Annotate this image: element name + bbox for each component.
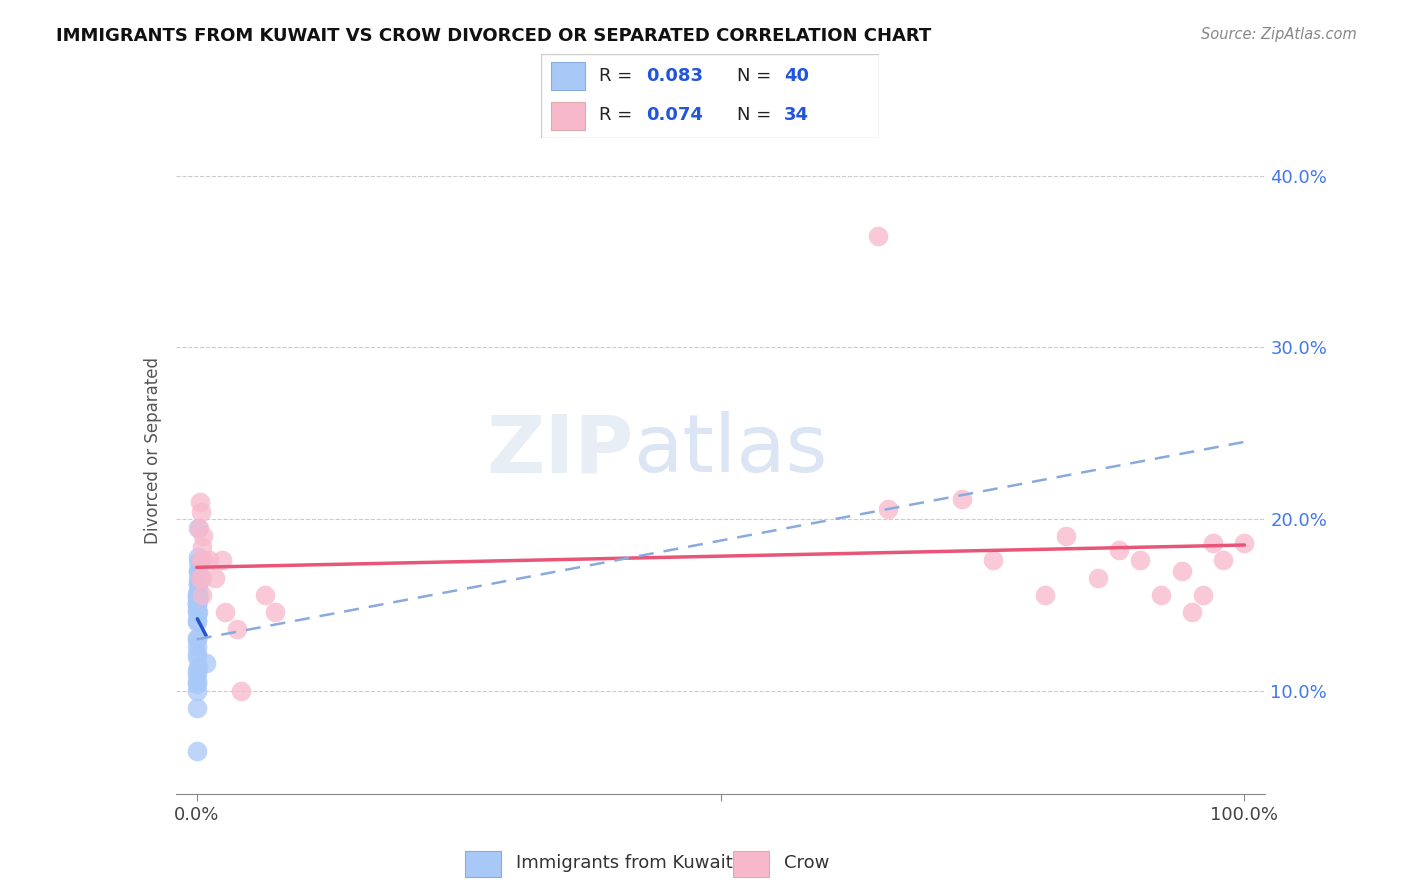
Text: 40: 40 — [785, 67, 810, 85]
Point — [187, 577, 209, 591]
Point — [186, 673, 208, 688]
Point — [1191, 588, 1213, 602]
Text: R =: R = — [599, 67, 638, 85]
Point — [1054, 529, 1077, 543]
Text: Source: ZipAtlas.com: Source: ZipAtlas.com — [1201, 27, 1357, 42]
Point — [191, 529, 214, 543]
Point — [1149, 588, 1171, 602]
Text: 0.074: 0.074 — [645, 106, 703, 124]
Point — [187, 521, 209, 535]
Point — [186, 564, 209, 578]
Point — [190, 505, 212, 519]
Point — [1181, 605, 1204, 619]
Point — [186, 596, 208, 610]
Point — [186, 596, 208, 610]
Point — [191, 570, 214, 584]
Point — [186, 591, 209, 606]
Point — [198, 553, 221, 567]
Point — [188, 570, 211, 584]
Point — [1129, 553, 1152, 567]
Point — [191, 588, 214, 602]
Text: atlas: atlas — [633, 411, 828, 490]
Point — [186, 677, 208, 691]
Point — [229, 683, 252, 698]
Point — [1108, 543, 1130, 558]
Point — [186, 590, 208, 604]
Text: ZIP: ZIP — [486, 411, 633, 490]
Point — [186, 646, 208, 660]
Point — [187, 605, 209, 619]
Point — [186, 598, 208, 612]
Point — [191, 553, 214, 567]
Point — [191, 540, 214, 554]
Point — [253, 588, 276, 602]
Point — [186, 632, 208, 647]
Text: IMMIGRANTS FROM KUWAIT VS CROW DIVORCED OR SEPARATED CORRELATION CHART: IMMIGRANTS FROM KUWAIT VS CROW DIVORCED … — [56, 27, 932, 45]
Point — [186, 555, 209, 569]
Point — [186, 605, 208, 619]
Point — [1202, 536, 1225, 550]
Point — [981, 553, 1004, 567]
Point — [186, 564, 209, 578]
Text: Immigrants from Kuwait: Immigrants from Kuwait — [516, 854, 733, 872]
Point — [1212, 553, 1234, 567]
Point — [186, 701, 208, 715]
Point — [186, 663, 208, 677]
Point — [186, 591, 208, 606]
Point — [186, 586, 208, 600]
Point — [186, 614, 208, 628]
Point — [204, 570, 226, 584]
FancyBboxPatch shape — [541, 54, 879, 138]
Point — [195, 657, 218, 671]
Y-axis label: Divorced or Separated: Divorced or Separated — [143, 357, 162, 544]
Point — [1087, 570, 1109, 584]
Point — [187, 570, 209, 584]
Point — [186, 683, 208, 698]
Point — [1170, 564, 1192, 578]
Point — [225, 622, 247, 636]
Point — [187, 577, 209, 591]
Point — [187, 549, 209, 564]
Text: N =: N = — [737, 67, 778, 85]
Point — [264, 605, 287, 619]
Point — [190, 553, 212, 567]
FancyBboxPatch shape — [734, 851, 769, 877]
Point — [186, 631, 208, 645]
Point — [866, 228, 889, 243]
Point — [187, 521, 209, 535]
Point — [187, 572, 209, 586]
Point — [188, 495, 211, 509]
Text: 34: 34 — [785, 106, 810, 124]
Text: 0.083: 0.083 — [645, 67, 703, 85]
Point — [186, 639, 208, 653]
Point — [187, 586, 209, 600]
Point — [950, 491, 973, 506]
Point — [186, 591, 209, 606]
Text: Crow: Crow — [785, 854, 830, 872]
Point — [186, 615, 208, 630]
Text: N =: N = — [737, 106, 778, 124]
Point — [187, 660, 209, 674]
Point — [1035, 588, 1057, 602]
Point — [1233, 536, 1256, 550]
Point — [186, 744, 208, 758]
Point — [211, 553, 233, 567]
Point — [186, 603, 208, 617]
Point — [186, 591, 209, 606]
FancyBboxPatch shape — [551, 102, 585, 130]
Point — [186, 649, 208, 664]
FancyBboxPatch shape — [551, 62, 585, 90]
Point — [214, 605, 236, 619]
FancyBboxPatch shape — [465, 851, 501, 877]
Point — [187, 588, 209, 602]
Point — [877, 501, 900, 516]
Point — [187, 588, 209, 602]
Point — [186, 666, 208, 681]
Text: R =: R = — [599, 106, 638, 124]
